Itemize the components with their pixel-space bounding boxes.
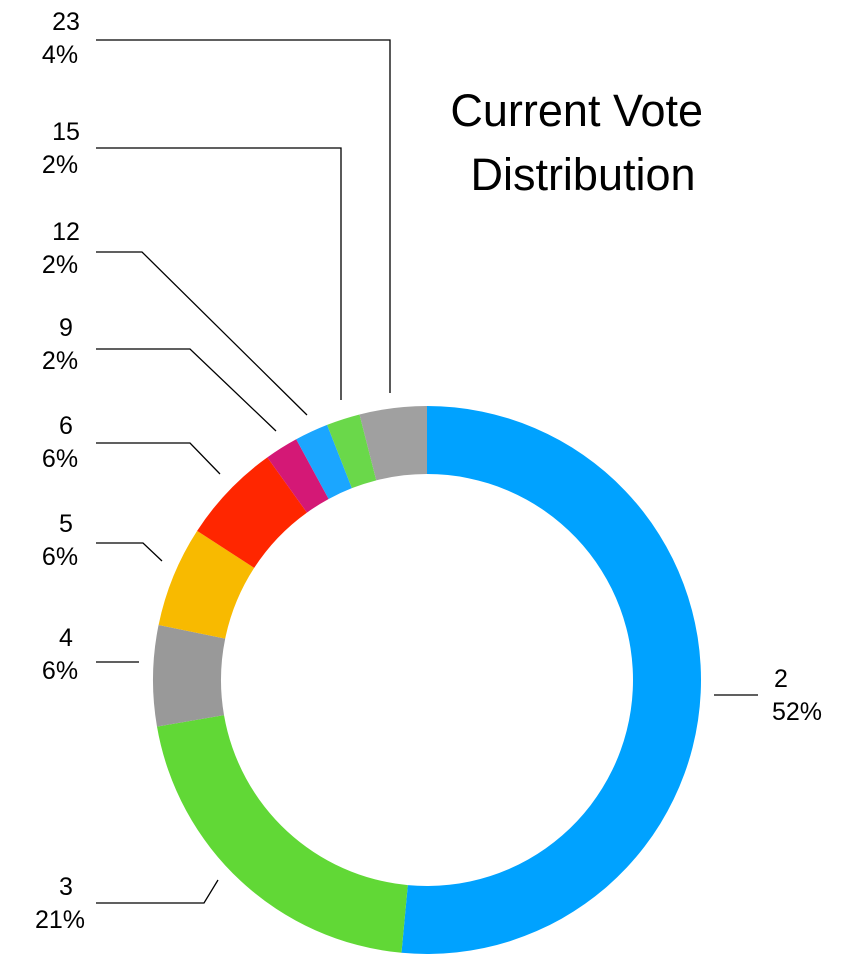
slice-percent-4: 6%: [42, 657, 78, 685]
leader-line-9: [96, 348, 277, 432]
leader-lines: [96, 39, 758, 904]
slice-category-3: 3: [59, 873, 73, 901]
slice-12: [296, 424, 352, 499]
chart-title-line-1: Current Vote: [450, 85, 703, 136]
donut-slices: [153, 406, 701, 954]
slice-percent-12: 2%: [42, 251, 78, 279]
slice-percent-23: 4%: [42, 41, 78, 69]
slice-category-15: 15: [52, 118, 80, 146]
slice-label-2: 2 52%: [772, 665, 822, 726]
leader-line-6: [96, 442, 221, 475]
slice-9: [267, 439, 329, 513]
slice-percent-2: 52%: [772, 698, 822, 726]
leader-line-12: [96, 251, 308, 416]
slice-23: [359, 406, 427, 481]
leader-line-5: [96, 542, 163, 562]
slice-label-23: 23 4%: [42, 8, 80, 69]
slice-4: [153, 624, 226, 727]
slice-label-6: 6 6%: [42, 412, 78, 473]
slice-percent-6: 6%: [42, 445, 78, 473]
chart-title-line-2: Distribution: [470, 149, 695, 200]
slice-labels: 2 52%3 21%4 6%5 6%6 6%9 2%12 2%15 2%23 4%: [35, 8, 822, 934]
slice-label-5: 5 6%: [42, 510, 78, 571]
slice-label-9: 9 2%: [42, 314, 78, 375]
slice-percent-15: 2%: [42, 151, 78, 179]
slice-category-2: 2: [774, 665, 788, 693]
slice-category-12: 12: [52, 218, 80, 246]
leader-line-3: [96, 879, 219, 904]
slice-15: [327, 414, 377, 489]
slice-label-3: 3 21%: [35, 873, 85, 934]
slice-label-4: 4 6%: [42, 624, 78, 685]
slice-percent-9: 2%: [42, 347, 78, 375]
slice-label-15: 15 2%: [42, 118, 80, 179]
slice-category-5: 5: [59, 510, 73, 538]
slice-6: [197, 457, 307, 568]
leader-line-15: [96, 147, 342, 400]
slice-category-23: 23: [52, 8, 80, 36]
slice-category-4: 4: [59, 624, 73, 652]
slice-percent-3: 21%: [35, 906, 85, 934]
chart-title: Current Vote Distribution: [450, 85, 715, 200]
slice-label-12: 12 2%: [42, 218, 80, 279]
slice-percent-5: 6%: [42, 543, 78, 571]
leader-line-23: [96, 39, 391, 393]
slice-category-6: 6: [59, 412, 73, 440]
slice-2: [401, 406, 701, 954]
slice-5: [158, 530, 255, 639]
slice-3: [156, 715, 408, 953]
slice-category-9: 9: [59, 314, 73, 342]
